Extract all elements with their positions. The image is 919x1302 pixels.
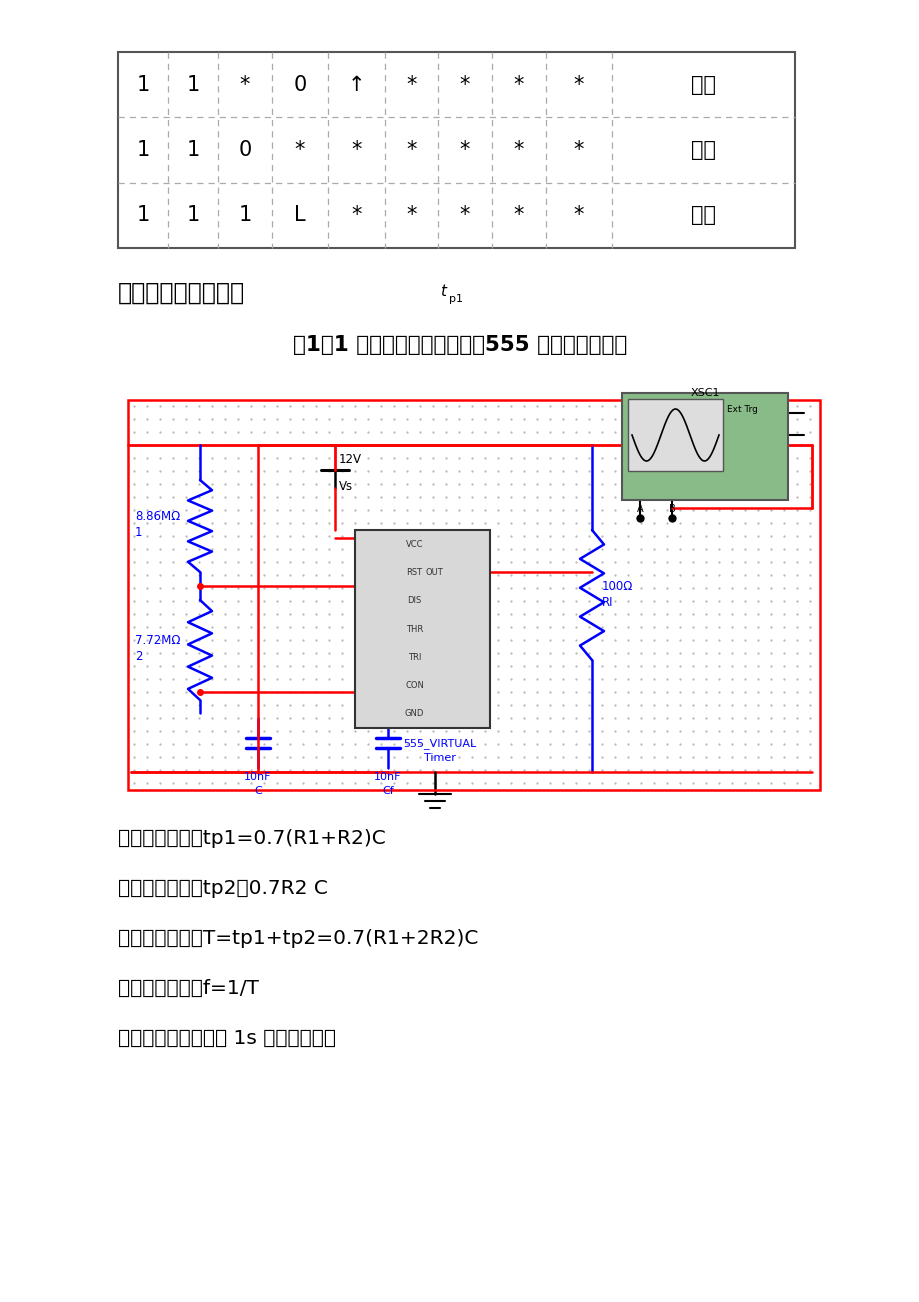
Text: *: * — [294, 141, 305, 160]
Text: 由此得到振荡周期为 1s 的脉冲信号。: 由此得到振荡周期为 1s 的脉冲信号。 — [118, 1029, 335, 1048]
Text: 电容充电时间：tp1=0.7(R1+R2)C: 电容充电时间：tp1=0.7(R1+R2)C — [118, 828, 385, 848]
Text: *: * — [240, 74, 250, 95]
Text: 100Ω: 100Ω — [601, 579, 632, 592]
Text: *: * — [573, 206, 584, 225]
Text: 1: 1 — [136, 74, 150, 95]
Text: B: B — [668, 504, 675, 514]
Text: 1: 1 — [187, 141, 199, 160]
Text: 2: 2 — [135, 651, 142, 664]
Text: OUT: OUT — [425, 568, 443, 577]
Bar — [621, 393, 788, 500]
Text: 7.72MΩ: 7.72MΩ — [135, 634, 180, 647]
Text: Vs: Vs — [338, 480, 353, 493]
Text: *: * — [573, 141, 584, 160]
Text: 电路振荡周期：T=tp1+tp2=0.7(R1+2R2)C: 电路振荡周期：T=tp1+tp2=0.7(R1+2R2)C — [118, 928, 478, 948]
Text: 10nF: 10nF — [244, 772, 271, 783]
Text: *: * — [406, 206, 416, 225]
Text: 电路震荡频率：f=1/T: 电路震荡频率：f=1/T — [118, 979, 258, 997]
Text: THR: THR — [405, 625, 423, 634]
Text: CON: CON — [404, 681, 424, 690]
Text: DIS: DIS — [407, 596, 421, 605]
Text: *: * — [513, 74, 524, 95]
Text: *: * — [351, 206, 361, 225]
Text: 0: 0 — [293, 74, 306, 95]
Text: （1）1 秒脉冲信号发生电路（555 定时器）及波形: （1）1 秒脉冲信号发生电路（555 定时器）及波形 — [292, 335, 627, 355]
Text: *: * — [351, 141, 361, 160]
Text: 1: 1 — [187, 74, 199, 95]
Text: 1: 1 — [135, 526, 142, 539]
Bar — [355, 530, 490, 728]
Text: *: * — [513, 206, 524, 225]
Text: 8.86MΩ: 8.86MΩ — [135, 510, 180, 523]
Text: *: * — [406, 74, 416, 95]
Text: TRI: TRI — [407, 652, 421, 661]
Text: Ext Trg: Ext Trg — [726, 405, 757, 414]
Text: 1: 1 — [238, 206, 252, 225]
Text: 555_VIRTUAL: 555_VIRTUAL — [403, 738, 476, 750]
Text: 四、各部分功能实现: 四、各部分功能实现 — [118, 281, 244, 305]
Text: A: A — [636, 504, 642, 514]
Bar — [118, 52, 794, 247]
Text: *: * — [513, 141, 524, 160]
Bar — [128, 400, 819, 790]
Text: Timer: Timer — [424, 753, 456, 763]
Text: *: * — [460, 141, 470, 160]
Text: 12V: 12V — [338, 453, 361, 466]
Text: 10nF: 10nF — [374, 772, 402, 783]
Text: L: L — [294, 206, 305, 225]
Text: 1: 1 — [136, 206, 150, 225]
Text: p1: p1 — [448, 294, 462, 303]
Text: XSC1: XSC1 — [689, 388, 719, 398]
Bar — [628, 398, 722, 471]
Text: 1: 1 — [136, 141, 150, 160]
Text: VCC: VCC — [405, 539, 423, 548]
Text: 保持: 保持 — [690, 141, 715, 160]
Text: ↑: ↑ — [347, 74, 365, 95]
Text: RST: RST — [406, 568, 422, 577]
Text: RI: RI — [601, 595, 613, 608]
Text: 0: 0 — [238, 141, 252, 160]
Text: Cf: Cf — [381, 786, 393, 796]
Text: *: * — [573, 74, 584, 95]
Text: t: t — [439, 285, 446, 299]
Text: 保持: 保持 — [690, 74, 715, 95]
Text: GND: GND — [404, 710, 424, 719]
Text: 电容放电时间：tp2＝0.7R2 C: 电容放电时间：tp2＝0.7R2 C — [118, 879, 327, 897]
Text: 计数: 计数 — [690, 206, 715, 225]
Text: C: C — [254, 786, 262, 796]
Text: *: * — [406, 141, 416, 160]
Text: 1: 1 — [187, 206, 199, 225]
Text: *: * — [460, 206, 470, 225]
Text: *: * — [460, 74, 470, 95]
